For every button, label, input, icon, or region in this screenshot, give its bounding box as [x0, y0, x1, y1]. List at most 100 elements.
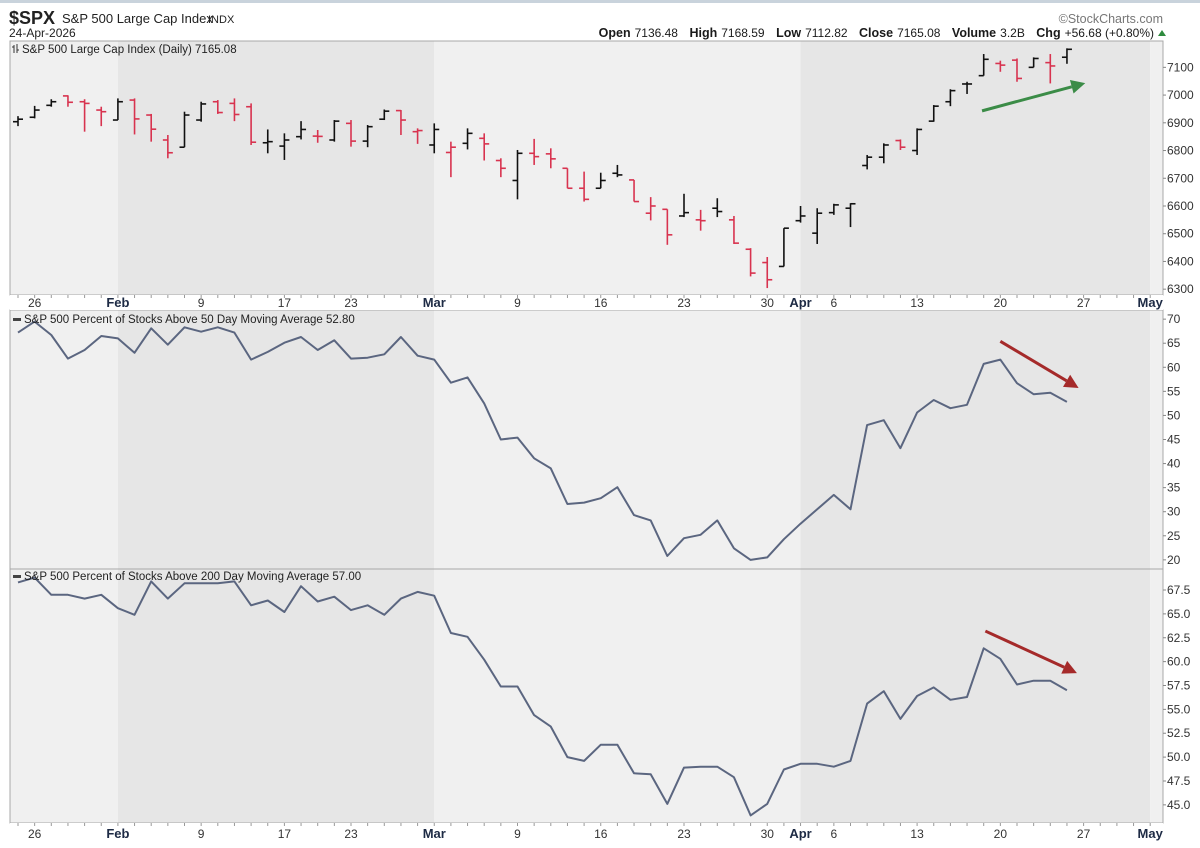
- ohlc-bar: [1012, 58, 1022, 82]
- y-tick-label: 6700: [1167, 171, 1194, 185]
- ohlc-bar: [296, 121, 307, 140]
- arrow-shaft: [981, 85, 1073, 113]
- ohlc-bar: [196, 101, 207, 122]
- ohlc-bar: [495, 158, 506, 178]
- ohlc-bar: [778, 227, 789, 268]
- month-band: [117, 310, 435, 569]
- x-tick-label: Mar: [423, 295, 446, 310]
- open-value: 7136.48: [635, 26, 679, 40]
- arrow-head: [1062, 374, 1079, 388]
- x-tick-label: May: [1138, 295, 1164, 310]
- line-legend-icon: [13, 575, 21, 578]
- ohlc-bar: [129, 98, 140, 135]
- ohlc-bar: [612, 164, 623, 178]
- x-tick-label: 17: [278, 296, 292, 310]
- month-band: [800, 569, 1151, 823]
- close-value: 7165.08: [897, 26, 941, 40]
- ohlc-bar: [96, 106, 107, 127]
- month-band: [10, 569, 118, 823]
- date-axis-row: [10, 295, 1163, 310]
- y-tick-label: 65.0: [1167, 607, 1191, 621]
- uptrend-arrow: [981, 80, 1086, 113]
- x-tick-label: 6: [831, 296, 838, 310]
- ohlc-bar: [212, 100, 223, 114]
- month-band: [1150, 41, 1163, 295]
- month-band: [434, 569, 801, 823]
- ohlc-bar: [928, 105, 939, 122]
- x-tick-label: 13: [910, 827, 924, 841]
- low-label: Low: [776, 26, 801, 40]
- ohlc-bar: [346, 120, 356, 147]
- volume-label: Volume: [952, 26, 996, 40]
- month-band: [117, 569, 435, 823]
- ohlc-bar: [1028, 57, 1039, 69]
- ohlc-bar: [279, 133, 290, 160]
- x-tick-label: 20: [994, 296, 1008, 310]
- ohlc-bar: [962, 81, 973, 94]
- x-tick-label: 30: [761, 296, 775, 310]
- y-tick-label: 6300: [1167, 282, 1194, 296]
- x-tick-label: 16: [594, 296, 608, 310]
- y-tick-label: 70: [1167, 312, 1181, 326]
- ohlc-bar: [362, 125, 373, 148]
- ohlc-bar: [745, 248, 756, 277]
- month-band: [800, 41, 1151, 295]
- ohlc-bar: [312, 130, 323, 143]
- ohlc-bar: [462, 128, 473, 150]
- ohlc-bar: [412, 128, 423, 144]
- top-border: [0, 0, 1200, 3]
- x-tick-label: 27: [1077, 827, 1091, 841]
- ohlc-bar: [795, 205, 806, 223]
- ohlc-bar: [479, 133, 490, 161]
- high-label: High: [689, 26, 717, 40]
- high-value: 7168.59: [721, 26, 765, 40]
- ohlc-summary: Open 7136.48 High 7168.59 Low 7112.82 Close…: [599, 24, 1154, 41]
- ohlc-bar: [862, 154, 873, 170]
- y-tick-label: 47.5: [1167, 774, 1191, 788]
- open-label: Open: [599, 26, 631, 40]
- x-tick-label: 23: [344, 296, 358, 310]
- ohlc-bar: [29, 105, 40, 119]
- y-tick-label: 7100: [1167, 60, 1194, 74]
- ohlc-bar: [46, 99, 57, 107]
- ohlc-bar: [562, 167, 573, 190]
- y-tick-label: 60: [1167, 360, 1181, 374]
- arrow-head: [1061, 660, 1077, 674]
- symbol: $SPX: [9, 8, 55, 28]
- ohlc-bar: [629, 179, 640, 203]
- month-band: [117, 41, 435, 295]
- ohlc-bar: [695, 209, 706, 231]
- x-tick-label: 30: [761, 827, 775, 841]
- ohlc-bar: [62, 95, 73, 107]
- x-tick-label: May: [1138, 826, 1164, 841]
- month-band: [434, 310, 801, 569]
- y-tick-label: 50: [1167, 408, 1181, 422]
- x-tick-label: 26: [28, 827, 42, 841]
- ohlc-bar: [79, 99, 90, 132]
- ohlc-bar: [845, 202, 856, 228]
- price-panel-legend: S&P 500 Large Cap Index (Daily) 7165.08: [12, 44, 237, 56]
- x-tick-label: 26: [28, 296, 42, 310]
- y-tick-label: 6600: [1167, 199, 1194, 213]
- x-tick-label: Feb: [106, 295, 129, 310]
- ohlc-bar: [662, 208, 673, 245]
- arrow-shaft: [999, 340, 1068, 383]
- breadth200-downtrend-arrow: [984, 629, 1077, 674]
- month-band: [1150, 569, 1163, 823]
- month-band: [800, 310, 1151, 569]
- y-tick-label: 45.0: [1167, 798, 1191, 812]
- ohlc-bar: [579, 171, 590, 202]
- ohlc-bar: [712, 198, 723, 218]
- ohlc-bar: [878, 143, 889, 164]
- y-tick-label: 6400: [1167, 254, 1194, 268]
- x-tick-label: 9: [514, 827, 521, 841]
- x-tick-label: Apr: [789, 295, 811, 310]
- breadth50-panel-title: S&P 500 Percent of Stocks Above 50 Day M…: [24, 314, 355, 326]
- y-tick-label: 25: [1167, 529, 1181, 543]
- x-tick-label: 16: [594, 827, 608, 841]
- ohlc-bar: [246, 103, 257, 145]
- x-tick-label: Feb: [106, 826, 129, 841]
- ohlc-bar: [595, 172, 606, 190]
- price-panel-title: S&P 500 Large Cap Index (Daily) 7165.08: [22, 44, 237, 56]
- y-tick-label: 67.5: [1167, 583, 1191, 597]
